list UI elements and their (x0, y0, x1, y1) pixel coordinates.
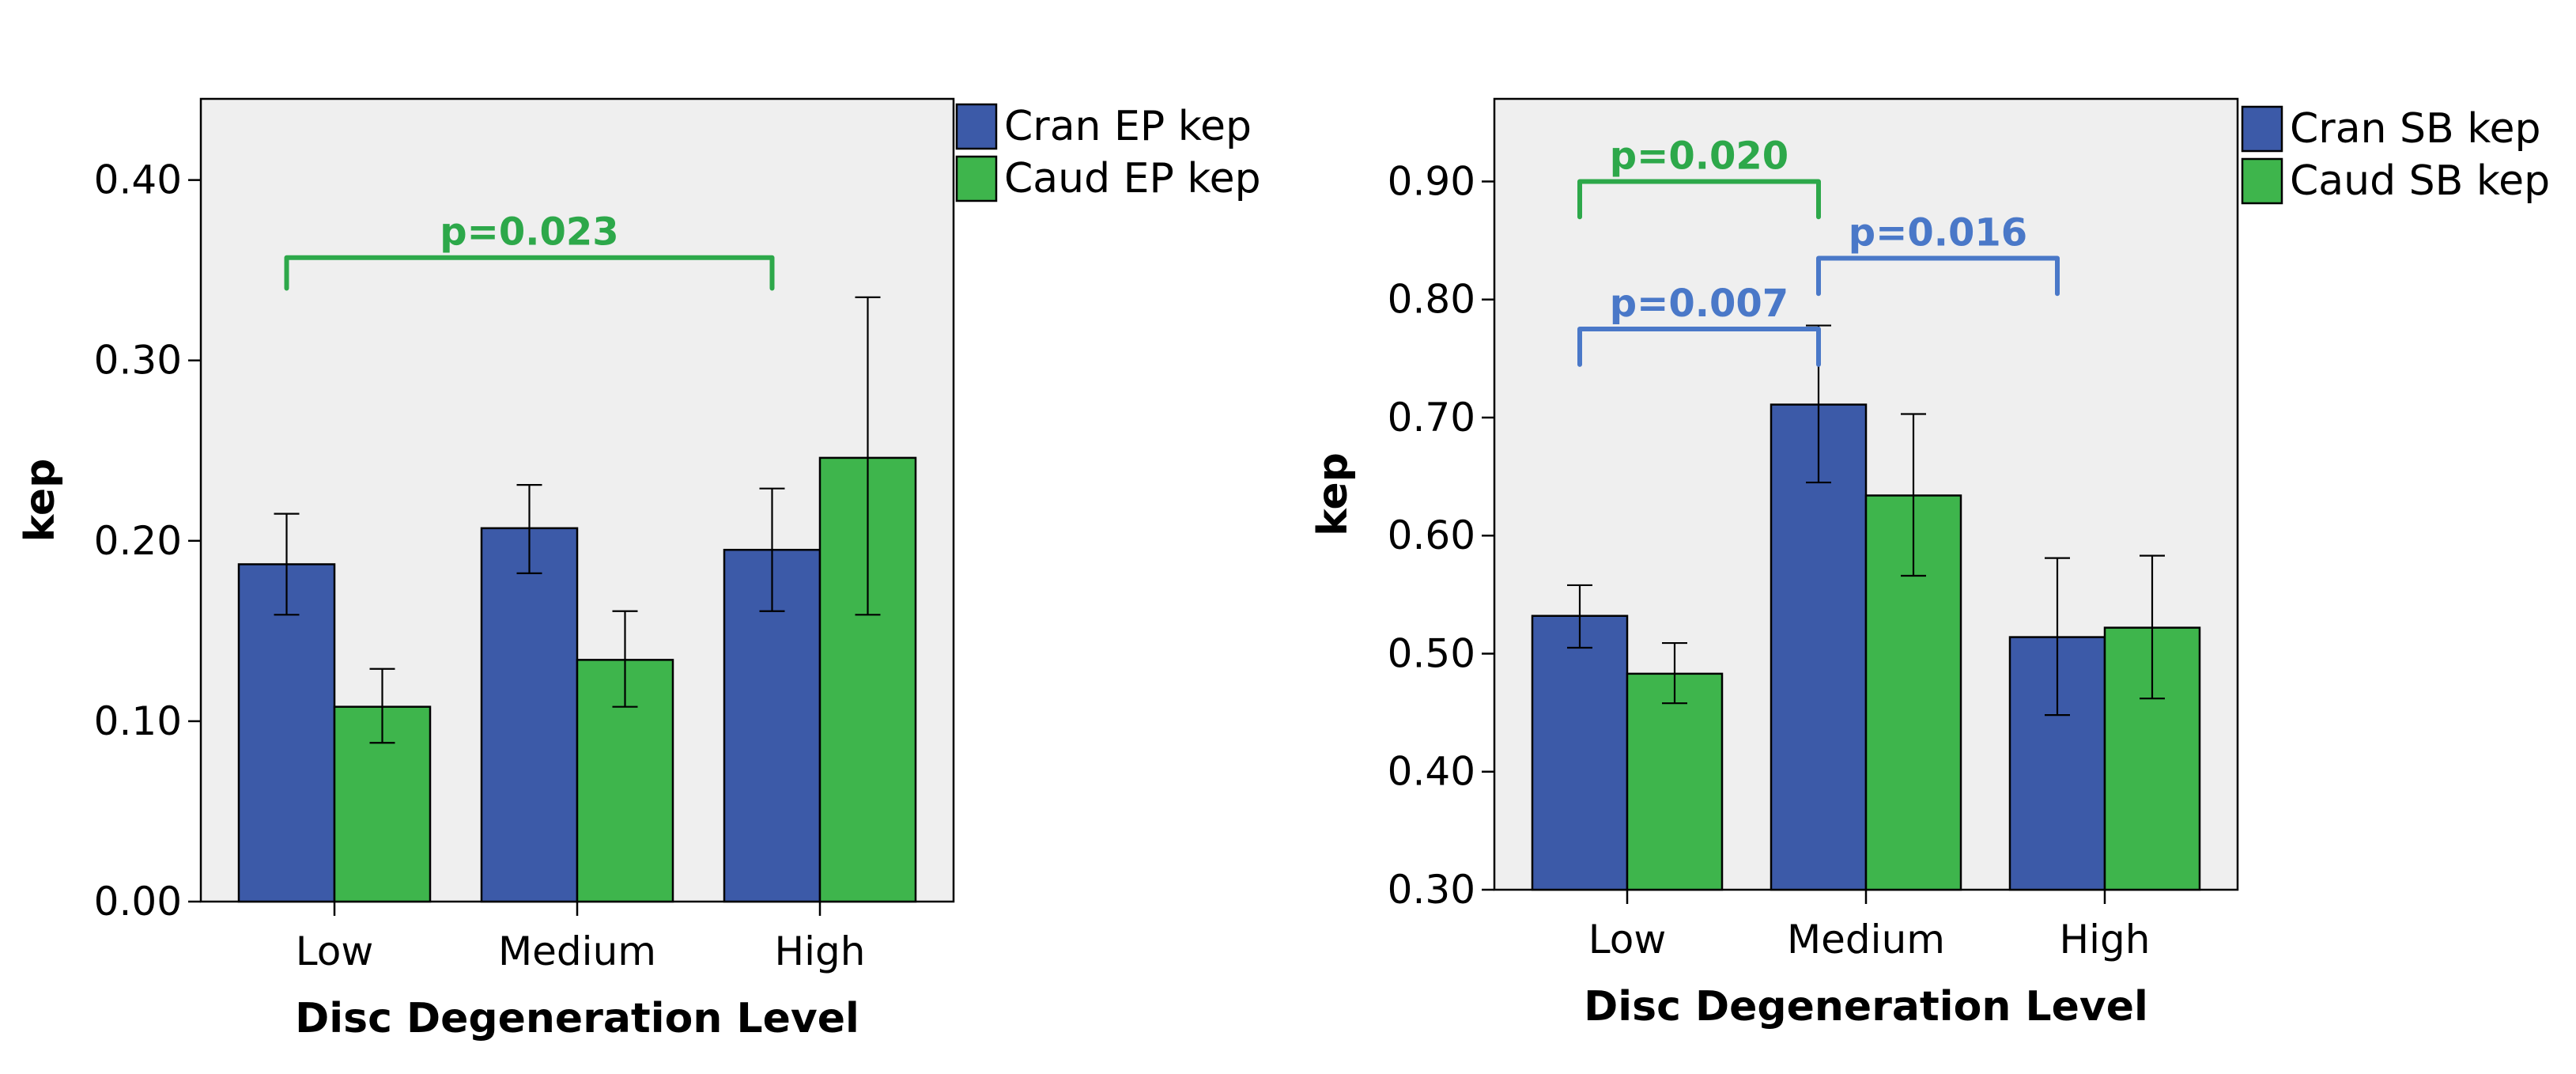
bar-cran-low (237, 563, 336, 903)
y-tick-label: 0.10 (94, 698, 182, 744)
y-tick-label: 0.90 (1388, 158, 1475, 204)
legend-label: Cran SB kep (2290, 105, 2541, 153)
legend-label: Caud EP kep (1004, 155, 1261, 202)
x-axis-title: Disc Degeneration Level (1584, 983, 2148, 1031)
legend-swatch (955, 103, 998, 150)
y-tick-label: 0.30 (94, 338, 182, 384)
legend-swatch (2241, 157, 2283, 205)
y-tick-label: 0.30 (1388, 867, 1475, 913)
legend-label: Cran EP kep (1004, 103, 1252, 150)
y-tick-label: 0.50 (1388, 630, 1475, 676)
x-tick-label: Low (296, 928, 373, 974)
p-value-label: p=0.023 (440, 210, 618, 255)
x-tick-label: High (775, 928, 866, 974)
legend-swatch (2241, 105, 2283, 153)
y-tick-label: 0.60 (1388, 512, 1475, 558)
x-tick-label: High (2060, 917, 2151, 962)
y-tick-label: 0.40 (1388, 749, 1475, 795)
significance-bracket (284, 255, 775, 291)
y-tick-label: 0.70 (1388, 395, 1475, 441)
y-tick-label: 0.00 (94, 879, 182, 925)
bar-caud-low (1626, 672, 1724, 891)
chart-left-endplate: 0.00 0.10 0.20 0.30 0.40 Low Medium High Disc De… (17, 97, 1261, 1042)
significance-bracket (1577, 327, 1821, 367)
chart-right-subchondral-bone: 0.30 0.40 0.50 0.60 0.70 0.80 0.90 Low Medium Hig… (1309, 97, 2550, 1031)
x-axis-title: Disc Degeneration Level (295, 995, 859, 1042)
significance-bracket (1816, 255, 2060, 297)
bar-cran-low (1531, 615, 1629, 891)
p-value-label: p=0.007 (1610, 282, 1788, 326)
legend-label: Caud SB kep (2290, 157, 2550, 205)
p-value-label: p=0.016 (1849, 210, 2027, 255)
x-tick-label: Medium (1787, 917, 1945, 962)
bar-cran-medium (480, 527, 579, 903)
legend-swatch (955, 155, 998, 202)
y-axis-title: kep (17, 459, 64, 543)
x-tick-label: Medium (498, 928, 656, 974)
y-tick-label: 0.20 (94, 518, 182, 564)
x-tick-label: Low (1588, 917, 1666, 962)
significance-bracket (1577, 179, 1821, 220)
p-value-label: p=0.020 (1610, 134, 1788, 178)
y-tick-label: 0.80 (1388, 277, 1475, 323)
y-axis-title: kep (1309, 452, 1357, 536)
y-tick-label: 0.40 (94, 157, 182, 203)
